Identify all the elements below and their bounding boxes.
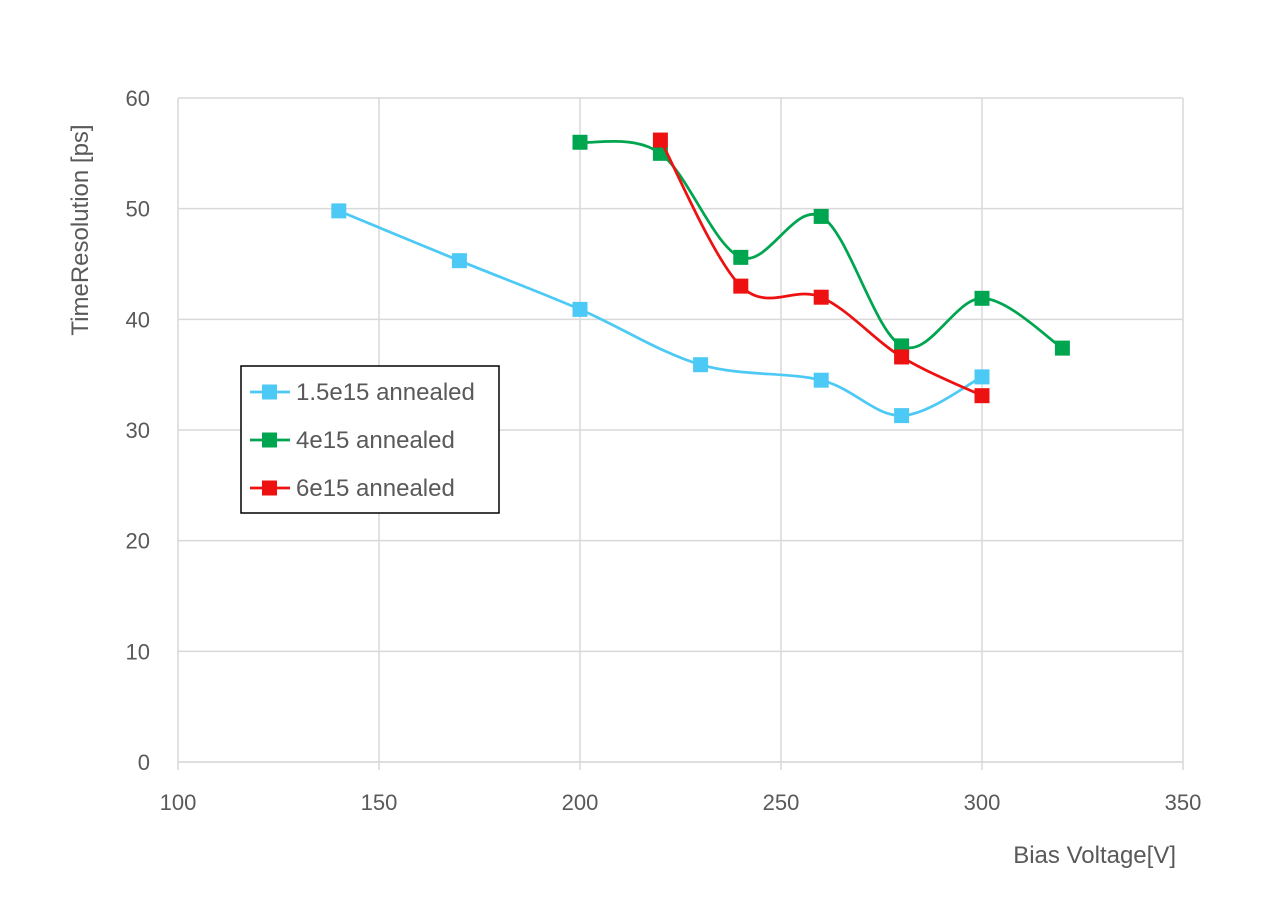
series-line [659, 139, 983, 397]
x-tick-label: 200 [562, 790, 599, 815]
series-line [579, 139, 1064, 350]
legend-label: 1.5e15 annealed [296, 379, 475, 406]
legend: 1.5e15 annealed 4e15 annealed 6e15 anneale… [240, 365, 500, 514]
x-tick-labels: 100 150 200 250 300 350 [160, 790, 1202, 815]
data-point [813, 289, 829, 305]
x-tick-label: 250 [763, 790, 800, 815]
legend-item: 1.5e15 annealed [250, 379, 475, 406]
series-3 [652, 132, 990, 404]
data-point [974, 290, 990, 306]
series-1 [331, 203, 990, 424]
data-point [693, 357, 709, 373]
data-point [1054, 340, 1070, 356]
data-point [813, 372, 829, 388]
series-2 [572, 134, 1070, 356]
legend-marker [262, 432, 277, 448]
legend-label: 4e15 annealed [296, 427, 455, 454]
data-point [813, 208, 829, 224]
legend-label: 6e15 annealed [296, 475, 455, 502]
data-point [894, 408, 910, 424]
y-tick-label: 30 [126, 418, 150, 443]
y-tick-label: 10 [126, 639, 150, 664]
x-tick-label: 300 [964, 790, 1001, 815]
data-point [974, 369, 990, 385]
data-point [974, 388, 990, 404]
legend-item: 4e15 annealed [250, 427, 455, 454]
legend-marker [262, 384, 277, 400]
y-tick-label: 50 [126, 197, 150, 222]
y-tick-label: 20 [126, 529, 150, 554]
y-axis-title: TimeResolution [ps] [67, 124, 94, 335]
x-tick-label: 350 [1165, 790, 1202, 815]
data-point [572, 301, 588, 317]
y-tick-labels: 0 10 20 30 40 50 60 [126, 86, 150, 775]
data-point [331, 203, 347, 219]
data-point [572, 134, 588, 150]
data-point [451, 253, 467, 269]
series-layer [331, 132, 1070, 424]
data-point [652, 132, 668, 148]
data-point [894, 349, 910, 365]
y-tick-label: 40 [126, 307, 150, 332]
x-tick-label: 150 [361, 790, 398, 815]
y-tick-label: 60 [126, 86, 150, 111]
legend-item: 6e15 annealed [250, 475, 455, 502]
data-point [733, 249, 749, 265]
y-tick-label: 0 [138, 750, 150, 775]
data-point [733, 278, 749, 294]
legend-marker [262, 480, 277, 496]
x-axis-title: Bias Voltage[V] [1013, 842, 1176, 869]
x-tick-label: 100 [160, 790, 197, 815]
